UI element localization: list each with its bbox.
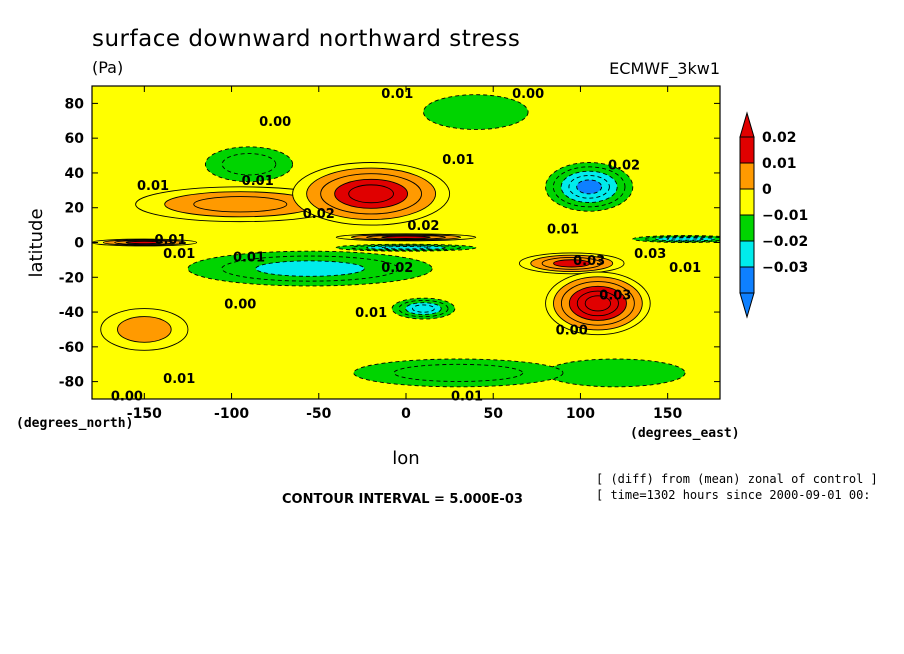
field-region-8-level-2 — [117, 316, 172, 343]
x-tick-label-2: -50 — [306, 406, 332, 422]
contour-label-14: 0.03 — [573, 254, 605, 269]
model-label: ECMWF_3kw1 — [609, 59, 720, 79]
contour-label-9: 0.01 — [547, 223, 579, 238]
colorbar-label-2: 0 — [762, 182, 772, 198]
contour-label-17: 0.00 — [224, 297, 256, 312]
contour-label-4: 0.02 — [608, 158, 640, 173]
x-unit-label: (degrees_east) — [630, 426, 740, 441]
x-tick-label-4: 50 — [483, 406, 503, 422]
field-region-15-level-1 — [545, 358, 686, 388]
field-region-3-level-4 — [553, 259, 591, 268]
contour-label-15: 0.03 — [634, 247, 666, 262]
colorbar-label-4: −0.02 — [762, 234, 808, 250]
time-note: [ time=1302 hours since 2000-09-01 00: — [596, 488, 871, 502]
axes: -150 -100 -50 0 50 100 150 -80 -60 -40 -20 0 20 40 60 8… — [59, 86, 720, 422]
colorbar-label-5: −0.03 — [762, 260, 808, 276]
y-tick-label-0: -80 — [59, 375, 85, 391]
field-region-9-level-4 — [381, 235, 431, 239]
y-tick-label-2: -40 — [59, 305, 85, 321]
colorbar-label-0: 0.02 — [762, 130, 797, 146]
colorbar-swatch-1 — [739, 162, 755, 190]
contour-label-11: 0.01 — [163, 247, 195, 262]
field-group — [92, 86, 720, 399]
x-tick-label-0: -150 — [127, 406, 162, 422]
field-region-11-level-4 — [125, 240, 163, 245]
colorbar-swatch-2 — [739, 188, 755, 216]
colorbar: 0.02 0.01 0 −0.01 −0.02 −0.03 — [739, 111, 808, 319]
contour-label-19: 0.03 — [599, 289, 631, 304]
diff-note: [ (diff) from (mean) zonal of control ] — [596, 472, 878, 486]
x-tick-label-6: 150 — [653, 406, 682, 422]
chart-units: (Pa) — [92, 58, 123, 77]
contour-label-3: 0.01 — [442, 153, 474, 168]
contour-label-1: 0.00 — [512, 87, 544, 102]
colorbar-bottom-triangle — [739, 292, 755, 319]
contour-label-22: 0.00 — [111, 390, 143, 405]
y-tick-label-3: -20 — [59, 270, 85, 286]
contour-label-2: 0.00 — [259, 115, 291, 130]
contour-label-0: 0.01 — [381, 87, 413, 102]
colorbar-swatch-0 — [739, 136, 755, 164]
x-tick-label-3: 0 — [401, 406, 411, 422]
y-tick-label-8: 80 — [65, 96, 85, 112]
contour-label-12: 0.01 — [233, 250, 265, 265]
y-tick-label-7: 60 — [65, 131, 85, 147]
colorbar-swatch-3 — [739, 214, 755, 242]
contour-label-6: 0.01 — [242, 174, 274, 189]
x-tick-label-1: -100 — [214, 406, 249, 422]
contour-label-18: 0.01 — [355, 306, 387, 321]
contour-label-13: 0.02 — [381, 261, 413, 276]
field-region-10-level-4 — [381, 246, 431, 250]
x-axis-label: lon — [392, 448, 419, 469]
field-region-7-level-2 — [221, 153, 277, 176]
plot-area: 0.01 0.000.000.01 0.020.01 0.010.020.02 0.01… — [91, 85, 721, 405]
contour-label-21: 0.01 — [163, 372, 195, 387]
contour-label-23: 0.01 — [451, 390, 483, 405]
contour-label-20: 0.00 — [556, 323, 588, 338]
field-region-13-level-1 — [422, 94, 529, 130]
field-region-0-level-5 — [348, 184, 394, 204]
contour-label-16: 0.01 — [669, 261, 701, 276]
field-region-4-level-5 — [576, 179, 603, 195]
field-region-12-level-4 — [666, 237, 704, 241]
field-region-2-level-6 — [584, 295, 612, 312]
contour-interval: CONTOUR INTERVAL = 5.000E-03 — [282, 492, 523, 507]
contour-label-8: 0.02 — [407, 219, 439, 234]
colorbar-swatch-4 — [739, 240, 755, 268]
colorbar-label-3: −0.01 — [762, 208, 808, 224]
chart-title: surface downward northward stress — [92, 26, 520, 52]
contour-label-7: 0.02 — [303, 207, 335, 222]
field-region-14-level-2 — [393, 363, 524, 382]
y-tick-label-1: -60 — [59, 340, 85, 356]
field-region-5-level-3 — [255, 260, 365, 277]
colorbar-swatch-5 — [739, 266, 755, 294]
y-unit-label: (degrees_north) — [16, 416, 133, 431]
field-region-1-level-3 — [193, 196, 288, 213]
y-tick-label-5: 20 — [65, 201, 85, 217]
colorbar-label-1: 0.01 — [762, 156, 797, 172]
field-region-6-level-4 — [412, 304, 435, 313]
y-tick-label-4: 0 — [74, 236, 84, 252]
contour-label-10: 0.01 — [154, 233, 186, 248]
colorbar-top-triangle — [739, 111, 755, 138]
x-tick-label-5: 100 — [566, 406, 595, 422]
y-axis-label: latitude — [26, 208, 47, 277]
y-tick-label-6: 40 — [65, 166, 85, 182]
contour-label-5: 0.01 — [137, 179, 169, 194]
